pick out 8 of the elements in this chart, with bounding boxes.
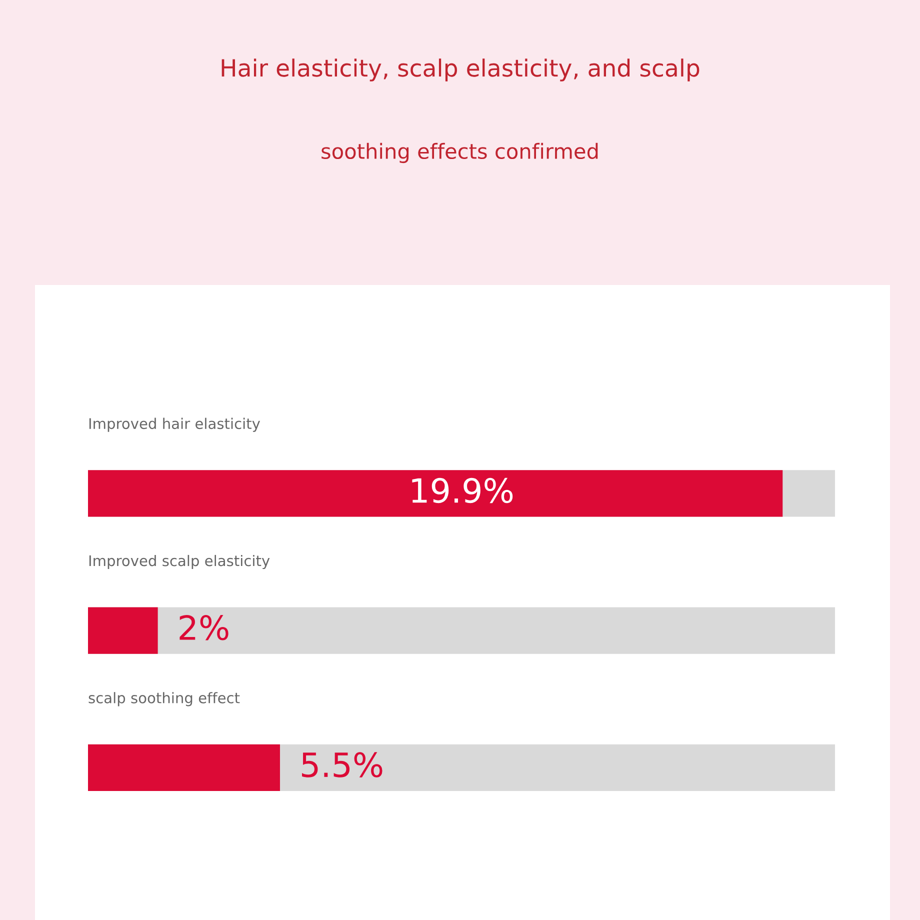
data-label: 2% — [180, 615, 228, 640]
chart-title: Hair elasticity, scalp elasticity, and scalp — [222, 58, 700, 82]
y-tick-label: scalp soothing effect — [88, 692, 240, 706]
data-label: 5.5% — [302, 752, 382, 778]
y-tick-label: Improved scalp elasticity — [89, 554, 270, 570]
data-label: 19.9% — [412, 478, 513, 504]
y-tick-label: Improved hair elasticity — [89, 418, 260, 432]
chart-subtitle: soothing effects confirmed — [322, 142, 598, 164]
